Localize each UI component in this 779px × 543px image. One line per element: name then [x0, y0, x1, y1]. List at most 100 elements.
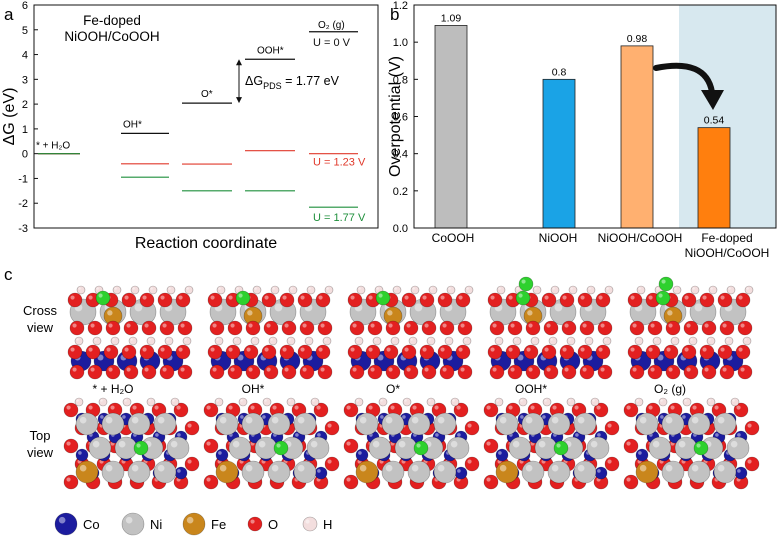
o-atom-highlight [180, 367, 185, 372]
o-atom [263, 364, 279, 380]
o-atom-highlight [508, 295, 513, 300]
o-atom [365, 344, 381, 360]
h-atom-highlight [746, 287, 749, 290]
h-atom-highlight [428, 338, 431, 341]
h-atom [584, 336, 594, 346]
h-atom-highlight [356, 338, 359, 341]
y-tick-label: 0.0 [393, 223, 408, 235]
o-atom-highlight [632, 367, 637, 372]
improvement-arrow [653, 62, 724, 110]
h-atom-highlight [732, 399, 735, 402]
o-atom [207, 292, 223, 308]
bar-value-label: 0.8 [552, 66, 567, 78]
adsorbate-atom-highlight [696, 443, 701, 448]
h-atom-highlight [272, 287, 275, 290]
o-atom-highlight [212, 323, 217, 328]
h-atom-highlight [466, 287, 469, 290]
bar [697, 127, 731, 229]
o-atom [483, 474, 499, 490]
h-atom-highlight [236, 287, 239, 290]
o-atom [701, 364, 717, 380]
h-atom-highlight [514, 338, 517, 341]
legend-swatch-highlight [125, 516, 133, 524]
h-atom-highlight [710, 287, 713, 290]
co-atom-highlight [597, 469, 601, 473]
co-atom-highlight [377, 354, 384, 361]
ni-atom [381, 412, 405, 436]
o-atom [627, 292, 643, 308]
h-atom-highlight [324, 338, 327, 341]
o-atom-highlight [650, 367, 655, 372]
co-atom-highlight [435, 433, 439, 437]
h-atom [518, 397, 528, 407]
o-atom-highlight [318, 347, 323, 352]
fe-atom [635, 460, 659, 484]
o-atom-highlight [162, 323, 167, 328]
ni-atom [267, 412, 291, 436]
o-atom-highlight [302, 323, 307, 328]
o-atom-highlight [630, 295, 635, 300]
pds-arrow-head-up [236, 59, 242, 66]
ni-atom-highlight [577, 464, 585, 472]
o-atom [717, 292, 733, 308]
h-atom [98, 397, 108, 407]
ni-atom [521, 412, 545, 436]
h-atom [214, 397, 224, 407]
o-atom [63, 474, 79, 490]
h-atom [512, 336, 522, 346]
o-atom-highlight [747, 423, 752, 428]
ni-atom [101, 412, 125, 436]
co-atom-highlight [240, 415, 244, 419]
o-atom [227, 320, 243, 336]
h-atom [354, 336, 364, 346]
h-atom-highlight [550, 338, 553, 341]
co-atom-highlight [317, 469, 321, 473]
legend-swatch-highlight [58, 516, 66, 524]
h-atom [726, 285, 736, 295]
arrow-head [701, 90, 724, 110]
o-atom-highlight [210, 347, 215, 352]
o-atom [383, 344, 399, 360]
o-atom [663, 344, 679, 360]
o-atom [744, 420, 760, 436]
o-atom [559, 292, 575, 308]
ni-atom [547, 412, 571, 436]
ni-atom-highlight [694, 303, 703, 312]
ni-atom-highlight [359, 416, 367, 424]
h-atom [444, 336, 454, 346]
o-atom [403, 320, 419, 336]
h-atom [464, 285, 474, 295]
h-atom-highlight [376, 287, 379, 290]
ni-atom-highlight [219, 416, 227, 424]
o-atom-highlight [630, 347, 635, 352]
o-atom-highlight [346, 405, 351, 410]
o-atom [343, 402, 359, 418]
top-view-model [623, 397, 760, 490]
o-atom-highlight [346, 477, 351, 482]
o-atom [579, 364, 595, 380]
o-atom-highlight [650, 323, 655, 328]
adsorbate-atom-highlight [518, 293, 523, 298]
co-atom-highlight [100, 415, 104, 419]
o-atom-highlight [178, 347, 183, 352]
adsorbate-atom [658, 276, 674, 292]
h-atom [164, 336, 174, 346]
cross-view-model [207, 285, 334, 380]
o-atom [105, 320, 121, 336]
adsorbate-atom [693, 440, 709, 456]
o-atom-highlight [442, 367, 447, 372]
o-atom-highlight [284, 367, 289, 372]
o-atom [157, 292, 173, 308]
h-atom-highlight [218, 287, 221, 290]
h-atom [688, 336, 698, 346]
co-atom-highlight [660, 415, 664, 419]
o-atom-highlight [404, 347, 409, 352]
h-atom-highlight [172, 399, 175, 402]
o-atom [577, 344, 593, 360]
o-atom [735, 344, 751, 360]
o-atom-highlight [350, 347, 355, 352]
h-atom [542, 397, 552, 407]
ni-atom [433, 460, 457, 484]
h-atom-highlight [672, 338, 675, 341]
